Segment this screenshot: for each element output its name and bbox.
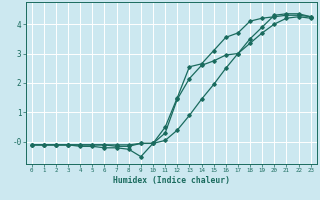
X-axis label: Humidex (Indice chaleur): Humidex (Indice chaleur) (113, 176, 230, 185)
